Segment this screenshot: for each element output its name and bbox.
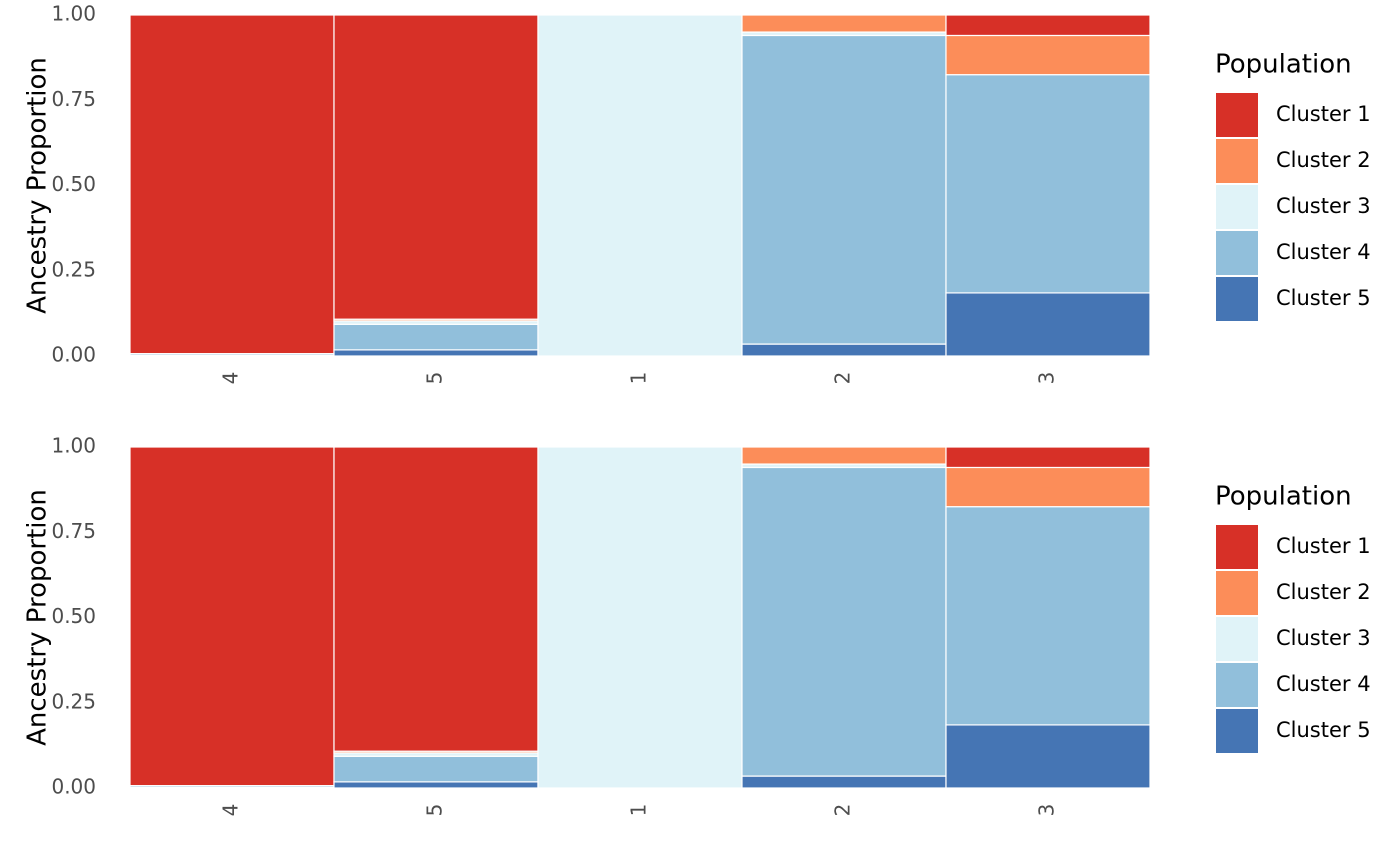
bar-segment-3-cluster-2 (945, 466, 1151, 508)
legend-title: Population (1215, 482, 1352, 512)
y-axis-label: Ancestry Proportion (23, 57, 53, 314)
legend-label: Cluster 2 (1276, 148, 1371, 172)
bar-segment-5-cluster-1 (333, 14, 539, 320)
bar-segment-2-cluster-5 (741, 775, 947, 789)
x-tick-label: 3 (1035, 372, 1059, 385)
legend-key-cluster-3 (1216, 185, 1258, 229)
legend-key-cluster-2 (1216, 139, 1258, 183)
x-tick-label: 5 (423, 372, 447, 385)
x-tick-label: 1 (627, 804, 651, 817)
y-tick-label: 1.00 (51, 2, 96, 26)
bar-segment-3-cluster-2 (945, 34, 1151, 76)
bar-segment-4-cluster-1 (129, 14, 335, 355)
bar-segment-5-cluster-5 (333, 781, 539, 789)
x-tick-label: 4 (219, 804, 243, 817)
y-tick-label: 0.25 (51, 689, 96, 713)
legend-key-cluster-3 (1216, 617, 1258, 661)
bar-segment-1-cluster-3 (537, 14, 743, 357)
legend-label: Cluster 5 (1276, 286, 1371, 310)
legend-label: Cluster 5 (1276, 718, 1371, 742)
legend-label: Cluster 3 (1276, 626, 1371, 650)
bar-segment-3-cluster-5 (945, 724, 1151, 789)
legend-key-cluster-5 (1216, 709, 1258, 753)
legend: Population Cluster 1 Cluster 2 Cluster 3 Clu… (1215, 482, 1371, 753)
bar-segment-2-cluster-2 (741, 446, 947, 465)
legend-label: Cluster 4 (1276, 672, 1371, 696)
y-tick-label: 0.25 (51, 257, 96, 281)
bar-segment-3-cluster-4 (945, 74, 1151, 294)
legend-label: Cluster 3 (1276, 194, 1371, 218)
x-tick-label: 2 (831, 804, 855, 817)
legend-label: Cluster 2 (1276, 580, 1371, 604)
legend-label: Cluster 1 (1276, 102, 1371, 126)
legend-key-cluster-4 (1216, 663, 1258, 707)
bar-segment-4-cluster-1 (129, 446, 335, 787)
bar-segment-2-cluster-2 (741, 14, 947, 33)
bar-segment-3-cluster-1 (945, 14, 1151, 37)
legend-label: Cluster 4 (1276, 240, 1371, 264)
y-tick-label: 0.50 (51, 172, 96, 196)
x-tick-label: 3 (1035, 804, 1059, 817)
bar-segment-5-cluster-4 (333, 323, 539, 351)
legend: Population Cluster 1 Cluster 2 Cluster 3 Clu… (1215, 50, 1371, 321)
x-tick-label: 2 (831, 372, 855, 385)
y-tick-label: 0.00 (51, 343, 96, 367)
y-tick-label: 0.75 (51, 87, 96, 111)
bar-segment-5-cluster-1 (333, 446, 539, 752)
legend-key-cluster-1 (1216, 93, 1258, 137)
y-axis-label: Ancestry Proportion (23, 489, 53, 746)
bar-segment-3-cluster-1 (945, 446, 1151, 469)
y-tick-label: 0.50 (51, 604, 96, 628)
x-tick-label: 4 (219, 372, 243, 385)
bar-segment-3-cluster-5 (945, 292, 1151, 357)
chart-panel-2: 4 5 1 2 3 0.00 0.25 0.50 0.75 1.00 Ancestry Propor… (23, 434, 1371, 817)
y-tick-label: 1.00 (51, 434, 96, 458)
bar-segment-2-cluster-4 (741, 34, 947, 345)
bar-segment-2-cluster-5 (741, 343, 947, 357)
y-tick-label: 0.00 (51, 775, 96, 799)
legend-key-cluster-5 (1216, 277, 1258, 321)
bar-segment-5-cluster-4 (333, 755, 539, 783)
bar-segment-5-cluster-5 (333, 349, 539, 357)
legend-title: Population (1215, 50, 1352, 80)
bar-segment-1-cluster-3 (537, 446, 743, 789)
legend-key-cluster-1 (1216, 525, 1258, 569)
chart-panel-1: 4 5 1 2 3 0.00 0.25 0.50 0.75 1.00 Ancestry Propor… (23, 2, 1371, 385)
y-tick-label: 0.75 (51, 519, 96, 543)
x-tick-label: 5 (423, 804, 447, 817)
bar-segment-2-cluster-4 (741, 466, 947, 777)
bar-segment-3-cluster-4 (945, 506, 1151, 726)
legend-key-cluster-2 (1216, 571, 1258, 615)
legend-label: Cluster 1 (1276, 534, 1371, 558)
x-tick-label: 1 (627, 372, 651, 385)
legend-key-cluster-4 (1216, 231, 1258, 275)
